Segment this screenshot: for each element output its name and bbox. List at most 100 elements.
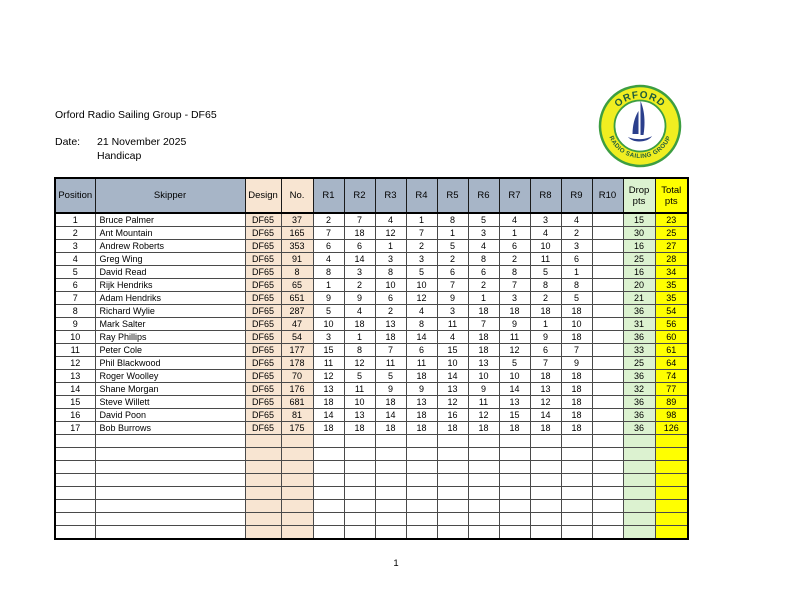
cell-r8	[529, 473, 562, 487]
cell-total	[654, 473, 689, 487]
cell-position	[54, 473, 96, 487]
table-row-empty	[54, 473, 689, 487]
cell-r10	[591, 252, 624, 266]
cell-r1: 3	[312, 330, 345, 344]
cell-r2: 13	[343, 408, 376, 422]
cell-position: 1	[54, 212, 96, 227]
cell-r3: 5	[374, 369, 407, 383]
cell-r6	[467, 434, 500, 448]
cell-r5	[436, 512, 469, 526]
cell-skipper: Steve Willett	[94, 395, 246, 409]
cell-skipper: Adam Hendriks	[94, 291, 246, 305]
cell-drop: 32	[622, 382, 656, 396]
cell-skipper	[94, 460, 246, 474]
cell-drop: 36	[622, 304, 656, 318]
cell-r7: 12	[498, 343, 531, 357]
cell-r8: 2	[529, 291, 562, 305]
cell-r3: 7	[374, 343, 407, 357]
cell-r4	[405, 499, 438, 513]
cell-r6: 18	[467, 330, 500, 344]
cell-r9: 1	[560, 265, 593, 279]
cell-position: 16	[54, 408, 96, 422]
cell-position: 10	[54, 330, 96, 344]
cell-r8: 1	[529, 317, 562, 331]
cell-design: DF65	[244, 382, 282, 396]
table-row: 3 Andrew Roberts DF65 353 6 6 1 2 5 4 6 10 3 16 27	[54, 239, 689, 253]
cell-total	[654, 434, 689, 448]
cell-r2: 4	[343, 304, 376, 318]
cell-r6: 5	[467, 212, 500, 227]
cell-total: 54	[654, 304, 689, 318]
cell-r9	[560, 460, 593, 474]
cell-r9: 7	[560, 343, 593, 357]
cell-r1: 9	[312, 291, 345, 305]
cell-drop: 36	[622, 369, 656, 383]
cell-r4: 6	[405, 343, 438, 357]
cell-design: DF65	[244, 395, 282, 409]
cell-design	[244, 447, 282, 461]
cell-r5	[436, 499, 469, 513]
cell-r7: 4	[498, 212, 531, 227]
cell-r7: 3	[498, 291, 531, 305]
column-header-r7: R7	[498, 177, 531, 214]
cell-r6: 18	[467, 421, 500, 435]
cell-r10	[591, 291, 624, 305]
cell-r8: 13	[529, 382, 562, 396]
cell-r2: 5	[343, 369, 376, 383]
cell-r8	[529, 499, 562, 513]
cell-position	[54, 460, 96, 474]
cell-skipper	[94, 473, 246, 487]
cell-r6: 13	[467, 356, 500, 370]
cell-r5	[436, 473, 469, 487]
cell-r9	[560, 499, 593, 513]
cell-no: 175	[280, 421, 314, 435]
cell-r8	[529, 525, 562, 540]
cell-r9: 18	[560, 408, 593, 422]
cell-no: 47	[280, 317, 314, 331]
cell-r4: 12	[405, 291, 438, 305]
cell-position	[54, 486, 96, 500]
cell-r5: 8	[436, 212, 469, 227]
cell-r7	[498, 434, 531, 448]
cell-drop	[622, 512, 656, 526]
cell-r8	[529, 447, 562, 461]
cell-no	[280, 525, 314, 540]
cell-r5: 9	[436, 291, 469, 305]
cell-r4: 11	[405, 356, 438, 370]
cell-r1: 14	[312, 408, 345, 422]
cell-design	[244, 473, 282, 487]
cell-r1: 13	[312, 382, 345, 396]
cell-r2	[343, 473, 376, 487]
page-number: 1	[393, 558, 399, 569]
table-row: 10 Ray Phillips DF65 54 3 1 18 14 4 18 11 9 18 36 60	[54, 330, 689, 344]
table-row: 4 Greg Wing DF65 91 4 14 3 3 2 8 2 11 6 25 28	[54, 252, 689, 266]
table-row-empty	[54, 525, 689, 540]
cell-r7: 18	[498, 421, 531, 435]
cell-skipper	[94, 447, 246, 461]
cell-r10	[591, 434, 624, 448]
cell-skipper: Richard Wylie	[94, 304, 246, 318]
cell-r6	[467, 486, 500, 500]
cell-design: DF65	[244, 252, 282, 266]
cell-r1: 8	[312, 265, 345, 279]
cell-r2: 11	[343, 382, 376, 396]
cell-r6: 11	[467, 395, 500, 409]
cell-r4: 14	[405, 330, 438, 344]
cell-r3	[374, 525, 407, 540]
cell-design: DF65	[244, 330, 282, 344]
cell-r9: 18	[560, 421, 593, 435]
cell-drop: 21	[622, 291, 656, 305]
cell-r9: 18	[560, 304, 593, 318]
cell-r7: 13	[498, 395, 531, 409]
cell-no: 651	[280, 291, 314, 305]
cell-position: 15	[54, 395, 96, 409]
cell-total	[654, 447, 689, 461]
cell-r10	[591, 265, 624, 279]
cell-r10	[591, 486, 624, 500]
cell-r8: 8	[529, 278, 562, 292]
cell-r6: 3	[467, 226, 500, 240]
cell-drop: 36	[622, 330, 656, 344]
cell-total: 60	[654, 330, 689, 344]
cell-drop: 25	[622, 252, 656, 266]
